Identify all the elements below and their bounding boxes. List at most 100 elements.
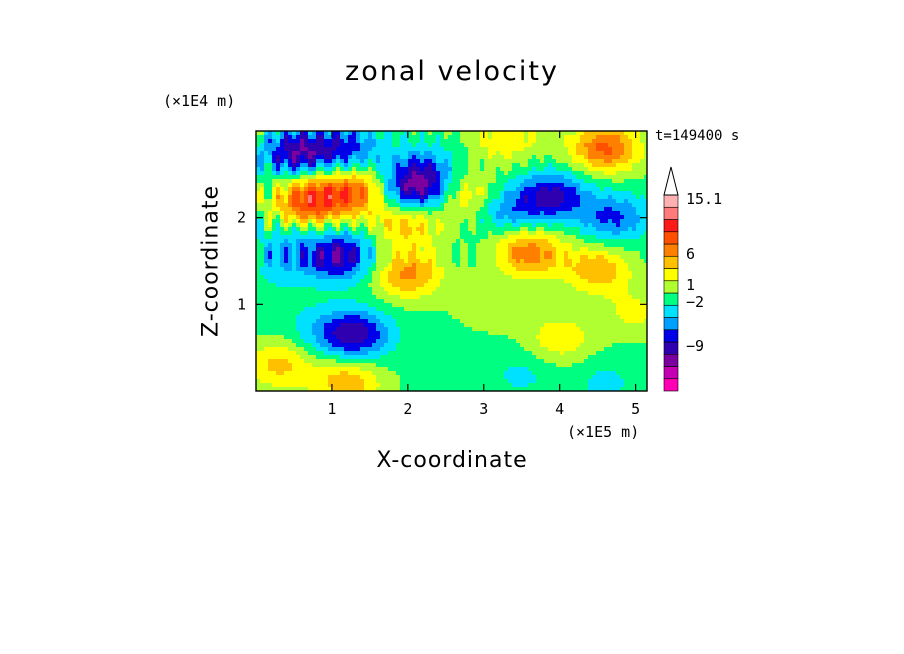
contour-cell bbox=[464, 219, 469, 224]
contour-cell bbox=[380, 307, 385, 312]
contour-cell bbox=[396, 171, 401, 176]
contour-cell bbox=[368, 247, 373, 252]
contour-cell bbox=[452, 147, 457, 152]
contour-cell bbox=[492, 303, 497, 308]
contour-cell bbox=[416, 323, 421, 328]
contour-cell bbox=[444, 311, 449, 316]
contour-cell bbox=[268, 171, 273, 176]
contour-cell bbox=[320, 167, 325, 172]
contour-cell bbox=[436, 279, 441, 284]
contour-cell bbox=[328, 275, 333, 280]
contour-cell bbox=[492, 131, 497, 136]
contour-cell bbox=[588, 331, 593, 336]
contour-cell bbox=[336, 179, 341, 184]
contour-cell bbox=[284, 219, 289, 224]
contour-cell bbox=[596, 171, 601, 176]
contour-cell bbox=[452, 191, 457, 196]
contour-cell bbox=[356, 319, 361, 324]
contour-cell bbox=[344, 207, 349, 212]
contour-cell bbox=[352, 183, 357, 188]
contour-cell bbox=[584, 319, 589, 324]
contour-cell bbox=[256, 295, 261, 300]
contour-cell bbox=[376, 251, 381, 256]
contour-cell bbox=[560, 167, 565, 172]
contour-cell bbox=[284, 211, 289, 216]
contour-cell bbox=[508, 311, 513, 316]
contour-cell bbox=[580, 231, 585, 236]
contour-cell bbox=[560, 307, 565, 312]
contour-cell bbox=[428, 171, 433, 176]
contour-cell bbox=[332, 223, 337, 228]
contour-cell bbox=[452, 231, 457, 236]
contour-cell bbox=[288, 227, 293, 232]
contour-cell bbox=[256, 247, 261, 252]
contour-cell bbox=[268, 211, 273, 216]
contour-cell bbox=[540, 299, 545, 304]
contour-cell bbox=[516, 315, 521, 320]
contour-cell bbox=[344, 283, 349, 288]
contour-cell bbox=[344, 167, 349, 172]
contour-cell bbox=[284, 267, 289, 272]
contour-cell bbox=[352, 199, 357, 204]
contour-cell bbox=[560, 175, 565, 180]
contour-cell bbox=[628, 319, 633, 324]
contour-cell bbox=[404, 275, 409, 280]
contour-cell bbox=[624, 255, 629, 260]
contour-cell bbox=[608, 283, 613, 288]
contour-cell bbox=[424, 227, 429, 232]
contour-cell bbox=[580, 171, 585, 176]
contour-cell bbox=[400, 291, 405, 296]
contour-cell bbox=[388, 319, 393, 324]
contour-cell bbox=[476, 239, 481, 244]
contour-cell bbox=[348, 155, 353, 160]
contour-cell bbox=[568, 283, 573, 288]
contour-cell bbox=[344, 303, 349, 308]
contour-cell bbox=[392, 147, 397, 152]
contour-cell bbox=[344, 231, 349, 236]
contour-cell bbox=[456, 187, 461, 192]
contour-cell bbox=[508, 163, 513, 168]
contour-cell bbox=[448, 311, 453, 316]
contour-cell bbox=[388, 187, 393, 192]
contour-cell bbox=[352, 271, 357, 276]
contour-cell bbox=[520, 159, 525, 164]
contour-cell bbox=[556, 263, 561, 268]
contour-cell bbox=[484, 199, 489, 204]
contour-cell bbox=[576, 199, 581, 204]
contour-cell bbox=[332, 211, 337, 216]
contour-cell bbox=[448, 191, 453, 196]
contour-cell bbox=[480, 183, 485, 188]
contour-cell bbox=[524, 287, 529, 292]
contour-cell bbox=[256, 251, 261, 256]
contour-cell bbox=[384, 155, 389, 160]
contour-cell bbox=[560, 183, 565, 188]
contour-cell bbox=[276, 291, 281, 296]
contour-cell bbox=[368, 215, 373, 220]
contour-cell bbox=[600, 287, 605, 292]
contour-cell bbox=[288, 155, 293, 160]
contour-cell bbox=[336, 219, 341, 224]
contour-cell bbox=[312, 327, 317, 332]
contour-cell bbox=[272, 295, 277, 300]
contour-cell bbox=[476, 191, 481, 196]
contour-cell bbox=[348, 167, 353, 172]
contour-cell bbox=[388, 299, 393, 304]
contour-cell bbox=[572, 179, 577, 184]
contour-cell bbox=[416, 279, 421, 284]
contour-cell bbox=[464, 199, 469, 204]
contour-cell bbox=[424, 247, 429, 252]
contour-cell bbox=[644, 191, 648, 196]
contour-cell bbox=[496, 179, 501, 184]
contour-cell bbox=[324, 203, 329, 208]
contour-cell bbox=[428, 139, 433, 144]
contour-cell bbox=[596, 259, 601, 264]
contour-cell bbox=[364, 315, 369, 320]
contour-cell bbox=[412, 207, 417, 212]
contour-cell bbox=[500, 279, 505, 284]
contour-cell bbox=[552, 215, 557, 220]
contour-cell bbox=[432, 279, 437, 284]
contour-cell bbox=[352, 235, 357, 240]
contour-cell bbox=[272, 283, 277, 288]
contour-cell bbox=[440, 219, 445, 224]
contour-cell bbox=[340, 299, 345, 304]
